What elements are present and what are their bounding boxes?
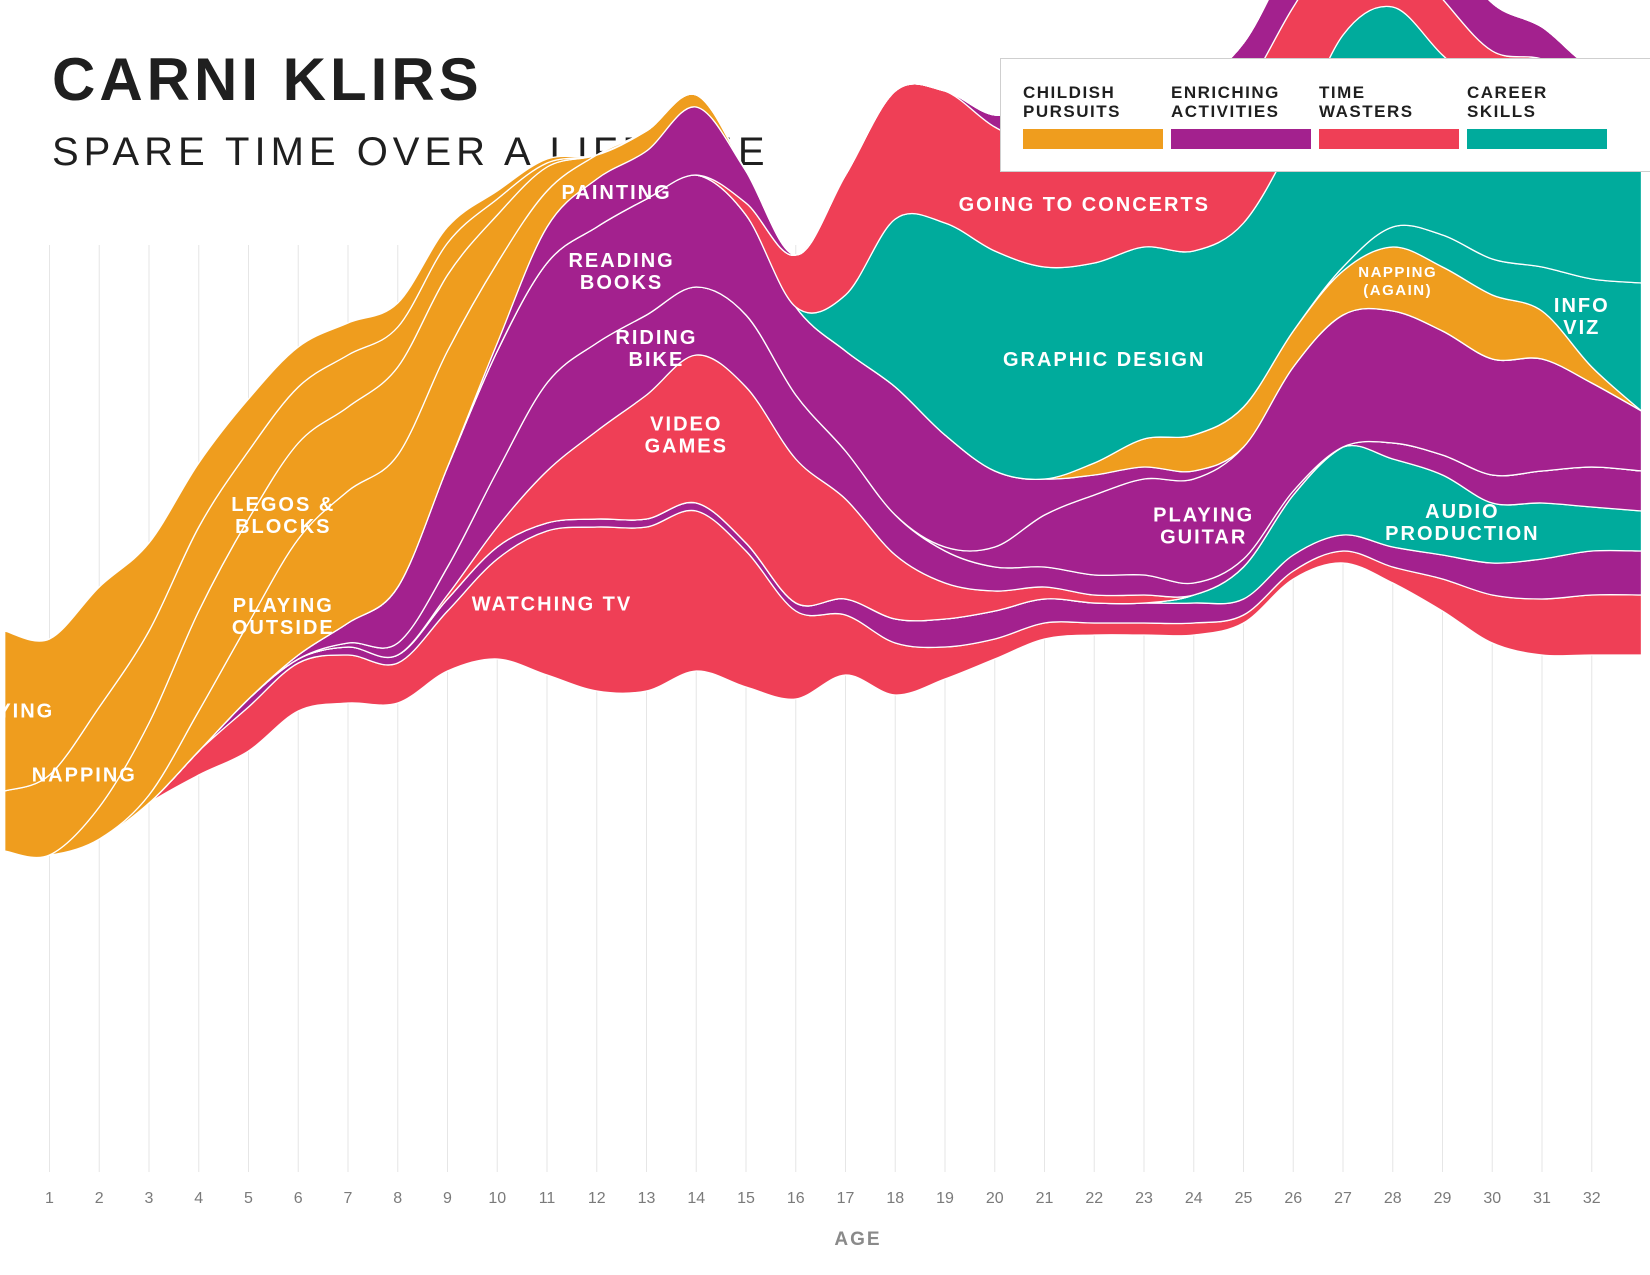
stream-label: PLAYING GUITAR — [1153, 504, 1254, 548]
stream-label: AUDIO PRODUCTION — [1385, 501, 1539, 545]
x-tick-label: 3 — [145, 1190, 154, 1207]
legend-swatch — [1467, 129, 1607, 149]
x-tick-label: 18 — [886, 1190, 904, 1207]
x-tick-label: 22 — [1085, 1190, 1103, 1207]
x-tick-label: 8 — [393, 1190, 402, 1207]
stream-label: READING BOOKS — [568, 250, 674, 294]
legend-label: TIME WASTERS — [1319, 83, 1414, 121]
x-axis-title: AGE — [834, 1229, 881, 1250]
x-tick-label: 31 — [1533, 1190, 1551, 1207]
stream-label: PAINTING — [562, 182, 672, 204]
legend-item-career: CAREER SKILLS — [1467, 83, 1607, 149]
x-tick-label: 4 — [194, 1190, 203, 1207]
stream-label: PLAYING OUTSIDE — [232, 595, 335, 639]
x-tick-label: 11 — [539, 1190, 556, 1207]
x-tick-label: 10 — [488, 1190, 506, 1207]
x-tick-label: 13 — [638, 1190, 656, 1207]
x-tick-label: 15 — [737, 1190, 755, 1207]
stream-label: NAPPING — [32, 764, 137, 786]
chart-title: CARNI KLIRS — [52, 46, 483, 113]
legend-swatch — [1319, 129, 1459, 149]
stream-label: VIDEO GAMES — [645, 414, 728, 458]
stream-label: RIDING BIKE — [615, 327, 697, 371]
legend-label: ENRICHING ACTIVITIES — [1171, 83, 1280, 121]
stream-label: WATCHING TV — [472, 594, 633, 616]
x-tick-label: 25 — [1235, 1190, 1253, 1207]
legend-swatch — [1171, 129, 1311, 149]
legend: CHILDISH PURSUITS ENRICHING ACTIVITIES T… — [1000, 58, 1650, 172]
x-tick-label: 14 — [687, 1190, 705, 1207]
x-tick-label: 1 — [45, 1190, 54, 1207]
x-tick-label: 24 — [1185, 1190, 1203, 1207]
legend-item-time-wasters: TIME WASTERS — [1319, 83, 1459, 149]
legend-label: CHILDISH PURSUITS — [1023, 83, 1121, 121]
stream-label: NAPPING (AGAIN) — [1358, 264, 1437, 299]
legend-item-enriching: ENRICHING ACTIVITIES — [1171, 83, 1311, 149]
x-tick-label: 29 — [1434, 1190, 1452, 1207]
x-tick-label: 21 — [1036, 1190, 1054, 1207]
stream-labels: CRYING NAPPING LEGOS &BLOCKS PLAYINGOUTSIDE… — [0, 95, 1610, 787]
x-tick-label: 16 — [787, 1190, 805, 1207]
x-tick-label: 19 — [936, 1190, 954, 1207]
x-tick-label: 32 — [1583, 1190, 1601, 1207]
x-tick-label: 27 — [1334, 1190, 1352, 1207]
x-axis-ticks: 1 2 3 4 5 6 7 8 9 10 11 12 13 14 15 16 17 18 19 20 21 22 23 24 2… — [45, 1190, 1601, 1207]
x-tick-label: 5 — [244, 1190, 253, 1207]
stream-label: GOING TO CONCERTS — [959, 194, 1210, 216]
x-tick-label: 20 — [986, 1190, 1004, 1207]
x-tick-label: 26 — [1284, 1190, 1302, 1207]
x-tick-label: 7 — [344, 1190, 353, 1207]
x-tick-label: 6 — [294, 1190, 303, 1207]
stream-label: LEGOS & BLOCKS — [231, 494, 335, 538]
legend-label: CAREER SKILLS — [1467, 83, 1548, 121]
x-tick-label: 30 — [1483, 1190, 1501, 1207]
x-tick-label: 17 — [837, 1190, 855, 1207]
x-tick-label: 12 — [588, 1190, 606, 1207]
stream-label: GRAPHIC DESIGN — [1003, 349, 1205, 371]
x-tick-label: 28 — [1384, 1190, 1402, 1207]
stream-label: CRYING — [0, 701, 54, 723]
stream-label: INFO VIZ — [1554, 295, 1610, 339]
x-tick-label: 9 — [443, 1190, 452, 1207]
x-tick-label: 2 — [95, 1190, 104, 1207]
legend-swatch — [1023, 129, 1163, 149]
x-tick-label: 23 — [1135, 1190, 1153, 1207]
legend-item-childish: CHILDISH PURSUITS — [1023, 83, 1163, 149]
